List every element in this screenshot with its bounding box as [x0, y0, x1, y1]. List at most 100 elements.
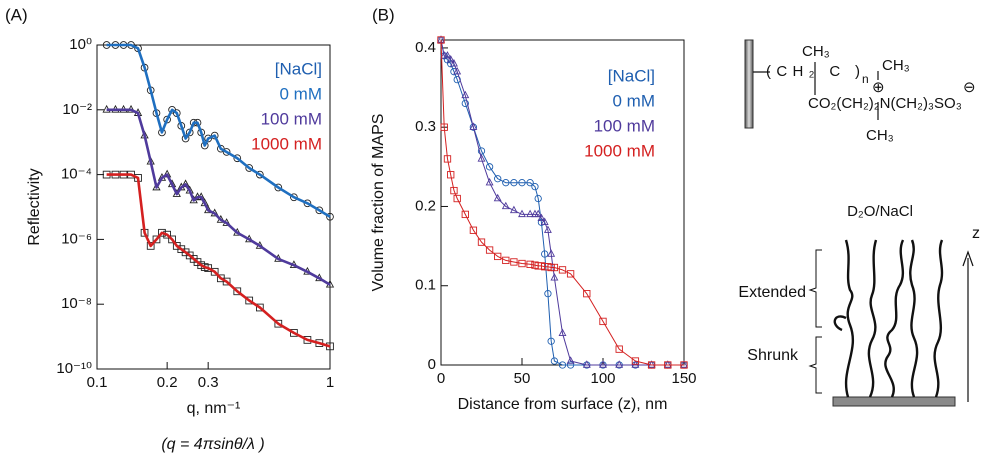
marker — [493, 193, 502, 202]
bracket — [808, 249, 822, 328]
marker — [461, 210, 469, 219]
formula-text: CH₃ — [802, 43, 830, 60]
z-arrowhead — [962, 250, 974, 267]
marker — [204, 134, 213, 143]
marker — [615, 360, 624, 368]
marker — [558, 266, 567, 274]
marker — [315, 206, 324, 215]
marker — [485, 177, 494, 186]
chain-loop — [833, 315, 847, 332]
y-tick-label: 10⁻¹⁰ — [56, 360, 92, 377]
marker — [274, 183, 283, 192]
y-tick-label: 10⁻⁸ — [61, 295, 92, 312]
chain — [884, 239, 905, 398]
marker — [210, 267, 219, 276]
molecule-schematic: CH₃ (CH₂ C ) n CO₂(CH₂)₂N(CH₂)₃SO₃ ⊕ ⊖ C… — [744, 39, 976, 144]
substrate — [832, 396, 956, 407]
formula-text: ⊖ — [963, 79, 976, 96]
series-line — [440, 39, 684, 366]
marker — [469, 226, 478, 234]
x-axis-label: Distance from surface (z), nm — [458, 396, 668, 413]
substrate — [744, 39, 754, 129]
marker — [326, 212, 334, 221]
marker — [510, 258, 518, 266]
axis-label: z — [972, 225, 980, 242]
chain — [867, 239, 878, 398]
chain — [844, 239, 855, 398]
y-tick-label: 0.4 — [415, 39, 436, 56]
marker — [450, 59, 458, 67]
y-tick-label: 10⁰ — [69, 36, 92, 53]
formula-text: ⊕ — [872, 79, 885, 96]
marker — [494, 252, 502, 261]
legend-title: [NaCl] — [608, 66, 655, 85]
marker — [599, 317, 607, 326]
plot-frame — [96, 44, 331, 370]
marker — [599, 360, 607, 368]
marker — [477, 154, 486, 162]
y-tick-label: 0.1 — [415, 277, 436, 294]
legend-entry: 100 mM — [261, 109, 322, 128]
marker — [663, 360, 672, 368]
y-tick-label: 0.3 — [415, 118, 436, 135]
marker — [461, 99, 469, 108]
series-line — [106, 108, 331, 286]
marker — [531, 209, 539, 218]
marker — [477, 238, 486, 246]
marker — [501, 201, 510, 210]
series-line — [106, 173, 331, 348]
marker — [450, 186, 458, 195]
x-tick-label: 0.3 — [198, 374, 219, 391]
marker — [446, 55, 455, 63]
y-tick-label: 10⁻² — [62, 101, 92, 118]
legend-entry: 100 mM — [594, 116, 655, 135]
formula-text: CH₃ — [882, 57, 910, 74]
marker — [534, 209, 543, 218]
x-tick-label: 1 — [326, 374, 334, 391]
y-tick-label: 0.2 — [415, 197, 436, 214]
marker — [502, 256, 510, 265]
marker — [152, 235, 161, 244]
series-line — [440, 39, 684, 366]
formula-text: (CH₂ C ) — [766, 63, 860, 80]
marker — [461, 90, 470, 99]
marker — [168, 235, 176, 244]
x-tick-label: 0.1 — [87, 374, 108, 391]
marker — [290, 193, 298, 202]
marker — [583, 290, 591, 298]
marker — [233, 287, 242, 296]
marker — [222, 277, 231, 286]
formula-text: n — [862, 72, 869, 86]
brush-schematic — [808, 239, 974, 407]
y-tick-label: 0 — [428, 356, 436, 373]
x-tick-label: 0.2 — [157, 374, 178, 391]
bracket — [808, 336, 822, 394]
marker — [615, 345, 623, 353]
x-tick-label: 50 — [514, 370, 531, 387]
marker — [485, 246, 494, 254]
marker — [447, 171, 455, 179]
marker — [631, 357, 640, 365]
x-tick-label: 150 — [671, 370, 696, 387]
legend-entry: 1000 mM — [584, 141, 655, 160]
region-label: Shrunk — [747, 347, 799, 364]
chain — [909, 239, 919, 398]
y-tick-label: 10⁻⁶ — [61, 230, 92, 247]
legend-entry: 1000 mM — [251, 134, 322, 153]
marker — [256, 303, 264, 312]
x-tick-label: 100 — [590, 370, 615, 387]
marker — [146, 242, 155, 250]
marker — [494, 175, 502, 183]
y-axis-label: Volume fraction of MAPS — [370, 114, 387, 292]
marker — [274, 319, 283, 328]
legend-entry: 0 mM — [280, 84, 323, 103]
marker — [540, 217, 549, 226]
panel-label: (A) — [5, 5, 28, 24]
marker — [558, 328, 567, 336]
marker — [443, 51, 452, 59]
marker — [531, 182, 539, 191]
formula-text: CO₂(CH₂)₂N(CH₂)₃SO₃ — [808, 95, 962, 112]
marker — [453, 66, 462, 75]
legend-entry: 0 mM — [613, 91, 656, 110]
chain — [933, 239, 944, 398]
